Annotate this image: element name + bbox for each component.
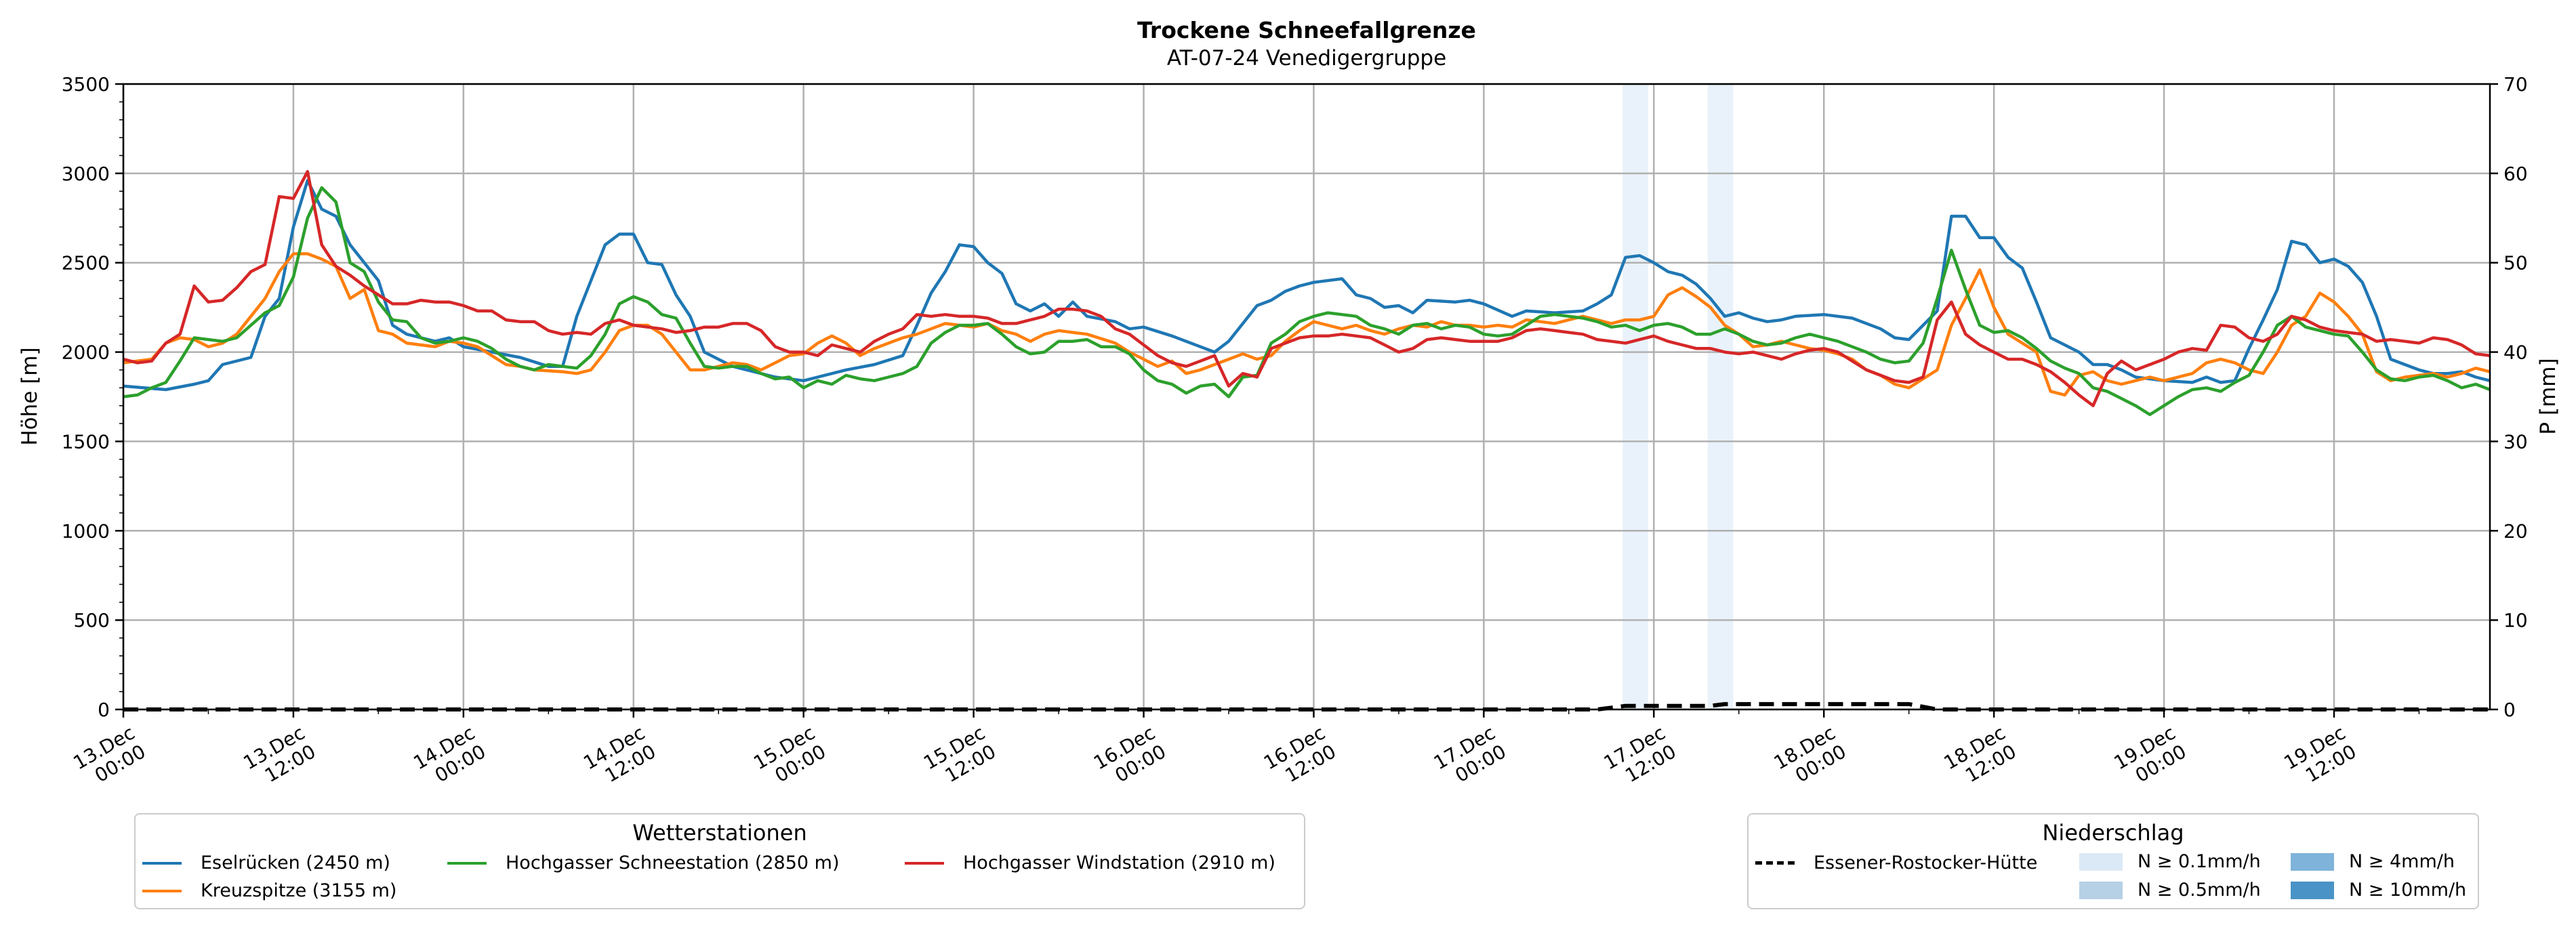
legend-swatch-precip-10 [2291, 881, 2334, 899]
series-line-3 [123, 169, 2491, 407]
plot-frame [122, 83, 2491, 711]
legend-item-precip-4: N ≥ 4mm/h [2291, 851, 2455, 872]
precip-band [1707, 84, 1734, 709]
y2-tick-label: 20 [2503, 520, 2528, 542]
y-tick-label: 1500 [62, 430, 110, 453]
y-axis-label: Höhe [m] [18, 347, 42, 445]
legend-item-eselruecken: Eselrücken (2450 m) [142, 852, 390, 873]
legend-item-precip-01: N ≥ 0.1mm/h [2079, 851, 2261, 872]
legend-label: Eselrücken (2450 m) [201, 852, 390, 873]
y2-tick-label: 70 [2503, 73, 2528, 96]
legend-swatch-precip-05 [2079, 881, 2123, 899]
legend-label: Hochgasser Schneestation (2850 m) [506, 852, 840, 873]
stations-legend-title: Wetterstationen [632, 820, 807, 846]
legend-label: N ≥ 10mm/h [2349, 880, 2467, 901]
y2-tick-label: 10 [2503, 609, 2528, 632]
y2-tick-label: 60 [2503, 163, 2528, 185]
y-tick-label: 2000 [62, 342, 110, 364]
precip-band [1622, 84, 1648, 709]
y-tick-label: 3500 [62, 73, 110, 96]
legend-label: Hochgasser Windstation (2910 m) [963, 852, 1275, 873]
legend-label: N ≥ 0.1mm/h [2138, 851, 2261, 872]
y-tick-label: 500 [74, 609, 110, 632]
precip-legend: Niederschlag Essener-Rostocker-Hütte N ≥… [1747, 813, 2479, 909]
y2-tick-label: 40 [2503, 342, 2528, 364]
legend-label: Kreuzspitze (3155 m) [201, 880, 397, 901]
legend-label: N ≥ 4mm/h [2349, 851, 2455, 872]
precip-bands [1622, 84, 1734, 709]
series-line-4 [123, 702, 2490, 711]
chart-title: Trockene Schneefallgrenze [1137, 17, 1476, 43]
legend-item-kreuzspitze: Kreuzspitze (3155 m) [142, 880, 396, 901]
y2-tick-label: 50 [2503, 252, 2528, 274]
legend-item-hochgasser-windstation: Hochgasser Windstation (2910 m) [905, 852, 1275, 873]
series-line-2 [123, 186, 2491, 417]
legend-swatch-kreuzspitze [142, 889, 182, 892]
legend-item-essener-rostocker-huette: Essener-Rostocker-Hütte [1755, 852, 2037, 873]
grid-lines [122, 83, 2490, 711]
legend-item-precip-05: N ≥ 0.5mm/h [2079, 880, 2261, 901]
legend-swatch-dashed [1755, 861, 1795, 865]
legend-swatch-eselruecken [142, 861, 182, 865]
legend-item-precip-10: N ≥ 10mm/h [2291, 880, 2466, 901]
stations-legend: Wetterstationen Eselrücken (2450 m) Kreu… [134, 813, 1305, 909]
y-tick-label: 1000 [62, 520, 110, 542]
y-tick-label: 0 [98, 699, 110, 721]
y-tick-label: 2500 [62, 252, 110, 274]
legend-swatch-hochgasser-windstation [905, 861, 944, 865]
chart-subtitle: AT-07-24 Venedigergruppe [1167, 46, 1446, 70]
axis-ticks: 0 500 1000 1500 2000 2500 3000 3500 0 10 20 30 40 50 6… [62, 73, 2528, 787]
series-line-1 [123, 252, 2491, 397]
series-lines [123, 169, 2491, 711]
y-tick-label: 3000 [62, 163, 110, 185]
legend-swatch-precip-4 [2291, 852, 2334, 871]
y2-axis-label: P [mm] [2536, 358, 2560, 434]
legend-label: Essener-Rostocker-Hütte [1814, 852, 2038, 873]
legend-swatch-hochgasser-schneestation [447, 861, 487, 865]
series-line-0 [123, 179, 2491, 392]
y2-tick-label: 30 [2503, 430, 2528, 453]
precip-legend-title: Niederschlag [2042, 820, 2184, 846]
legend-label: N ≥ 0.5mm/h [2138, 880, 2261, 901]
legend-item-hochgasser-schneestation: Hochgasser Schneestation (2850 m) [447, 852, 840, 873]
y2-tick-label: 0 [2503, 699, 2516, 721]
legend-swatch-precip-01 [2079, 852, 2123, 871]
